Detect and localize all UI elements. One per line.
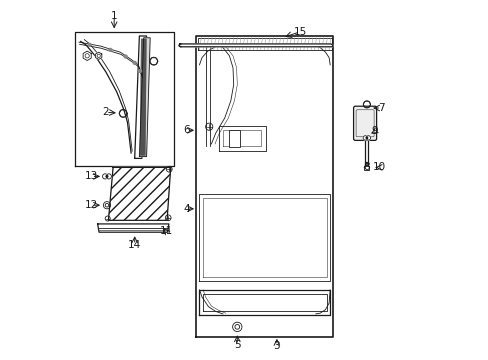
Polygon shape <box>108 167 170 220</box>
Polygon shape <box>196 36 332 337</box>
Circle shape <box>139 69 141 72</box>
Text: 13: 13 <box>85 171 98 181</box>
Text: 8: 8 <box>363 162 369 172</box>
Circle shape <box>366 136 370 140</box>
Text: 6: 6 <box>183 125 190 135</box>
Text: 12: 12 <box>85 200 98 210</box>
Text: 14: 14 <box>128 240 141 250</box>
Circle shape <box>88 43 91 46</box>
Polygon shape <box>83 51 91 60</box>
Circle shape <box>109 49 112 51</box>
Text: 7: 7 <box>377 103 384 113</box>
Text: 1: 1 <box>111 11 117 21</box>
Polygon shape <box>139 38 150 157</box>
Polygon shape <box>75 32 174 166</box>
Text: 3: 3 <box>273 341 280 351</box>
Bar <box>229 130 240 147</box>
Text: 5: 5 <box>234 340 240 350</box>
Circle shape <box>133 62 136 64</box>
Text: 10: 10 <box>372 162 385 172</box>
Circle shape <box>106 176 107 177</box>
Polygon shape <box>134 36 146 158</box>
Circle shape <box>124 55 127 58</box>
Circle shape <box>363 136 367 140</box>
Text: 9: 9 <box>371 126 377 136</box>
Text: 2: 2 <box>102 107 109 117</box>
FancyBboxPatch shape <box>353 106 376 140</box>
Text: 15: 15 <box>293 27 306 37</box>
Circle shape <box>106 174 111 179</box>
Circle shape <box>102 174 107 179</box>
Text: 11: 11 <box>159 226 172 236</box>
Bar <box>363 166 368 170</box>
Polygon shape <box>98 224 168 232</box>
FancyBboxPatch shape <box>355 110 373 137</box>
Circle shape <box>366 137 367 139</box>
Polygon shape <box>179 44 332 47</box>
Text: 4: 4 <box>183 204 190 214</box>
Polygon shape <box>95 52 102 59</box>
